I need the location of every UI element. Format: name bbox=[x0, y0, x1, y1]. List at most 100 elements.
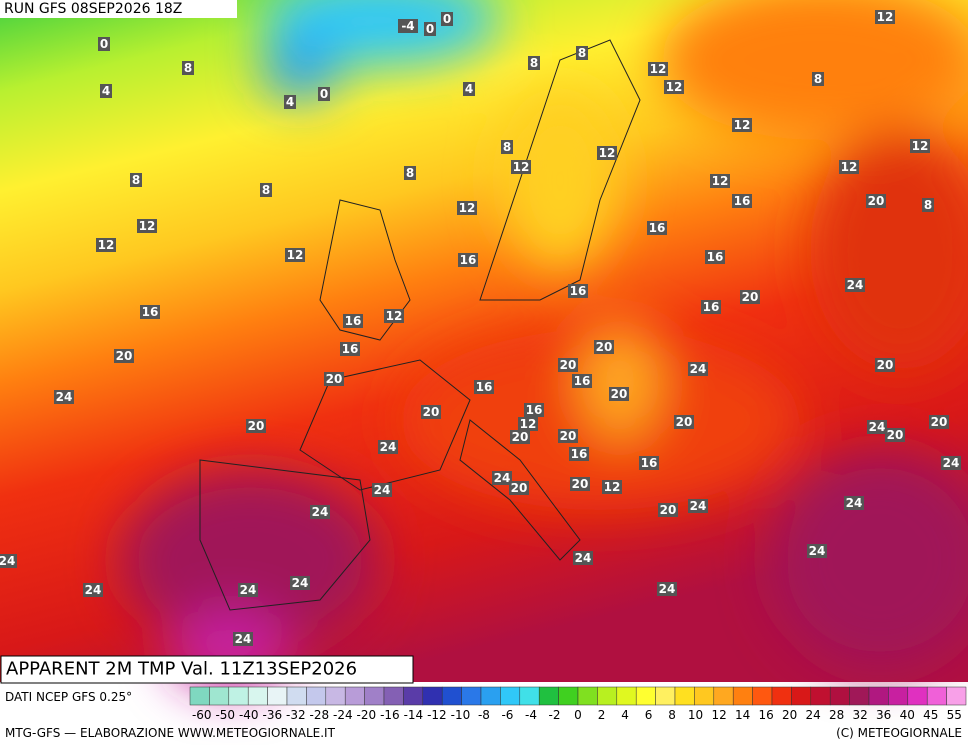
contour-label: 24 bbox=[380, 440, 397, 454]
label-box bbox=[639, 456, 659, 470]
label-box bbox=[441, 12, 453, 26]
label-box bbox=[844, 496, 864, 510]
contour-label: 8 bbox=[814, 72, 822, 86]
label-box bbox=[528, 56, 540, 70]
contour-label: 20 bbox=[423, 405, 440, 419]
colorbar-tick: 4 bbox=[621, 708, 629, 722]
contour-label: 12 bbox=[139, 219, 156, 233]
contour-label: 4 bbox=[286, 95, 294, 109]
label-box bbox=[807, 544, 827, 558]
label-box bbox=[524, 403, 544, 417]
contour-label: 16 bbox=[734, 194, 751, 208]
label-box bbox=[609, 387, 629, 401]
contour-label: 0 bbox=[320, 87, 328, 101]
label-box bbox=[501, 140, 513, 154]
label-box bbox=[285, 248, 305, 262]
contour-label: 4 bbox=[465, 82, 473, 96]
label-box bbox=[597, 146, 617, 160]
colorbar-cell bbox=[325, 686, 346, 706]
colorbar-tick: -4 bbox=[525, 708, 537, 722]
colorbar-cell bbox=[888, 686, 909, 706]
contour-label: 16 bbox=[142, 305, 159, 319]
colorbar-tick: -14 bbox=[404, 708, 424, 722]
contour-label: 12 bbox=[98, 238, 115, 252]
colorbar-cell bbox=[480, 686, 501, 706]
colorbar-cell bbox=[791, 686, 812, 706]
label-box bbox=[98, 37, 110, 51]
label-box bbox=[457, 201, 477, 215]
label-box bbox=[340, 342, 360, 356]
label-box bbox=[463, 82, 475, 96]
label-box bbox=[233, 632, 253, 646]
label-box bbox=[910, 139, 930, 153]
contour-label: 16 bbox=[476, 380, 493, 394]
colorbar-cell bbox=[771, 686, 792, 706]
contour-label: 20 bbox=[560, 358, 577, 372]
colorbar-tick: -60 bbox=[192, 708, 212, 722]
contour-label: 12 bbox=[287, 248, 304, 262]
contour-label: 24 bbox=[292, 576, 309, 590]
contour-label: 8 bbox=[262, 183, 270, 197]
label-box bbox=[594, 340, 614, 354]
label-box bbox=[130, 173, 142, 187]
contour-label: 16 bbox=[574, 374, 591, 388]
contour-label: 20 bbox=[887, 428, 904, 442]
colorbar-tick: 20 bbox=[782, 708, 797, 722]
colorbar-cell bbox=[616, 686, 637, 706]
colorbar-tick: 40 bbox=[900, 708, 915, 722]
contour-label: 20 bbox=[676, 415, 693, 429]
contour-label: 20 bbox=[511, 481, 528, 495]
contour-label: 20 bbox=[596, 340, 613, 354]
contour-label: 20 bbox=[248, 419, 265, 433]
contour-label: 12 bbox=[599, 146, 616, 160]
colorbar-cell bbox=[849, 686, 870, 706]
contour-label: 16 bbox=[571, 447, 588, 461]
label-box bbox=[421, 405, 441, 419]
contour-label: 20 bbox=[931, 415, 948, 429]
colorbar-cell bbox=[868, 686, 889, 706]
contour-label: 24 bbox=[0, 554, 15, 568]
colorbar-cell bbox=[655, 686, 676, 706]
contour-label: 24 bbox=[235, 632, 252, 646]
colorbar-tick: -2 bbox=[549, 708, 561, 722]
colorbar-tick: 32 bbox=[853, 708, 868, 722]
colorbar-cell bbox=[500, 686, 521, 706]
colorbar-cell bbox=[752, 686, 773, 706]
contour-label: 16 bbox=[703, 300, 720, 314]
label-box bbox=[664, 80, 684, 94]
colorbar-tick: 10 bbox=[688, 708, 703, 722]
contour-label: 16 bbox=[649, 221, 666, 235]
colorbar-tick: -32 bbox=[286, 708, 306, 722]
label-box bbox=[732, 118, 752, 132]
contour-label: 12 bbox=[912, 139, 929, 153]
colorbar-cell bbox=[383, 686, 404, 706]
colorbar-cell bbox=[674, 686, 695, 706]
colorbar-cell bbox=[829, 686, 850, 706]
colorbar-cell bbox=[344, 686, 365, 706]
colorbar-cell bbox=[228, 686, 249, 706]
colorbar-cell bbox=[926, 686, 947, 706]
label-box bbox=[570, 477, 590, 491]
label-box bbox=[929, 415, 949, 429]
label-box bbox=[343, 314, 363, 328]
label-box bbox=[701, 300, 721, 314]
contour-label: 20 bbox=[868, 194, 885, 208]
run-box bbox=[0, 0, 237, 18]
contour-label: 16 bbox=[526, 403, 543, 417]
label-box bbox=[0, 554, 17, 568]
contour-label: 20 bbox=[572, 477, 589, 491]
label-box bbox=[290, 576, 310, 590]
colorbar-tick: -8 bbox=[478, 708, 490, 722]
label-box bbox=[576, 46, 588, 60]
contour-label: 16 bbox=[345, 314, 362, 328]
label-box bbox=[284, 95, 296, 109]
label-box bbox=[602, 480, 622, 494]
label-box bbox=[54, 390, 74, 404]
run-label: RUN GFS 08SEP2026 18Z bbox=[4, 1, 182, 17]
colorbar-tick: -40 bbox=[239, 708, 259, 722]
contour-label: 12 bbox=[666, 80, 683, 94]
colorbar-tick: 45 bbox=[923, 708, 938, 722]
contour-label: 12 bbox=[604, 480, 621, 494]
